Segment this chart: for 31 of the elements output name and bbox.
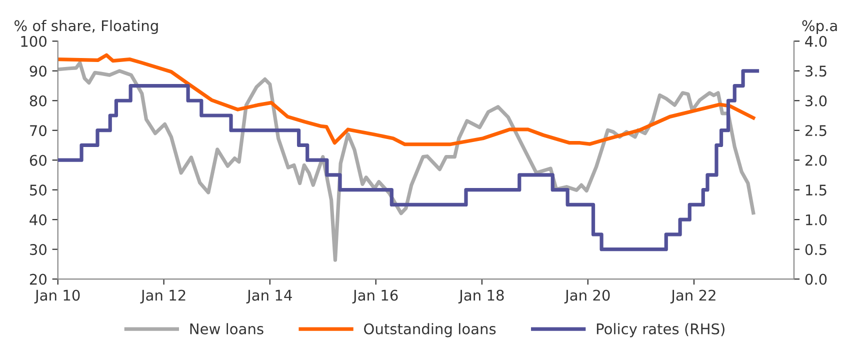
x-tick-label: Jan 12 bbox=[140, 290, 186, 304]
line-series bbox=[58, 53, 756, 146]
y2-axis-title: %p.a bbox=[802, 20, 837, 34]
x-tick-label: Jan 20 bbox=[564, 290, 610, 304]
y-tick-label: 100 bbox=[21, 36, 46, 47]
y-tick-label: 20 bbox=[30, 274, 46, 285]
y-tick-label: 90 bbox=[30, 66, 46, 77]
legend-label: Policy rates (RHS) bbox=[596, 323, 724, 338]
y-tick-label: 40 bbox=[30, 214, 46, 226]
x-tick-label: Jan 18 bbox=[458, 290, 504, 304]
y2-tick-label: 2.5 bbox=[805, 125, 826, 136]
x-tick-label: Jan 14 bbox=[246, 290, 292, 304]
y-tick-label: 50 bbox=[30, 184, 46, 196]
y2-tick-label: 2.0 bbox=[805, 154, 827, 166]
x-tick-label: Jan 22 bbox=[670, 290, 716, 304]
y-tick-label: 30 bbox=[30, 244, 46, 256]
y2-tick-label: 0.5 bbox=[805, 244, 826, 256]
y-tick-label: 60 bbox=[30, 154, 46, 166]
y2-tick-label: 0.0 bbox=[805, 274, 827, 285]
y-tick-label: 80 bbox=[30, 95, 46, 106]
y2-tick-label: 3.0 bbox=[806, 95, 827, 106]
legend-label: Outstanding loans bbox=[364, 323, 496, 338]
y-tick-label: 70 bbox=[30, 125, 46, 136]
y2-tick-label: 4.0 bbox=[805, 36, 827, 47]
y2-tick-label: 3.5 bbox=[806, 66, 826, 77]
y2-tick-label: 1.5 bbox=[806, 184, 826, 196]
x-tick-label: Jan 10 bbox=[34, 290, 80, 304]
x-tick-label: Jan 16 bbox=[352, 290, 398, 304]
y-axis-title: % of share, Floating bbox=[14, 20, 158, 34]
legend-label: New loans bbox=[190, 323, 264, 334]
y2-tick-label: 1.0 bbox=[806, 214, 827, 226]
